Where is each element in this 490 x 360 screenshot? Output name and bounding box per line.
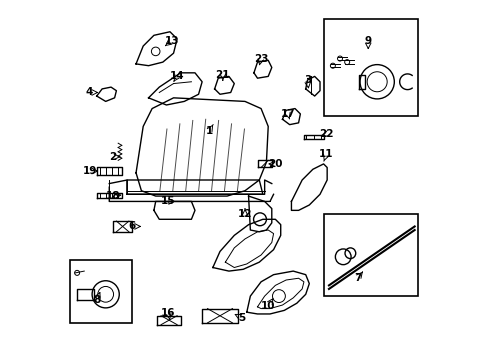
Text: 13: 13 bbox=[165, 36, 179, 46]
Text: 14: 14 bbox=[170, 71, 184, 81]
Text: 8: 8 bbox=[93, 295, 100, 305]
Text: 1: 1 bbox=[206, 126, 213, 136]
Bar bbox=[323, 214, 418, 296]
Bar bbox=[70, 260, 132, 323]
Text: 15: 15 bbox=[161, 197, 175, 206]
Text: 2: 2 bbox=[109, 152, 117, 162]
Text: 19: 19 bbox=[82, 166, 97, 176]
Text: 17: 17 bbox=[281, 109, 295, 119]
Text: 23: 23 bbox=[254, 54, 269, 64]
Text: 6: 6 bbox=[129, 221, 136, 231]
Text: 18: 18 bbox=[105, 191, 120, 201]
Text: 11: 11 bbox=[319, 149, 334, 159]
Text: 22: 22 bbox=[319, 129, 334, 139]
Bar bbox=[323, 19, 418, 116]
Text: 7: 7 bbox=[354, 273, 361, 283]
Text: 9: 9 bbox=[365, 36, 372, 46]
Text: 20: 20 bbox=[268, 159, 283, 169]
Text: 4: 4 bbox=[86, 87, 93, 98]
Text: 3: 3 bbox=[304, 75, 311, 85]
Text: 5: 5 bbox=[238, 312, 245, 323]
Text: 12: 12 bbox=[238, 209, 252, 219]
Text: 16: 16 bbox=[161, 308, 175, 318]
Text: 10: 10 bbox=[261, 301, 275, 311]
Text: 21: 21 bbox=[216, 69, 230, 80]
